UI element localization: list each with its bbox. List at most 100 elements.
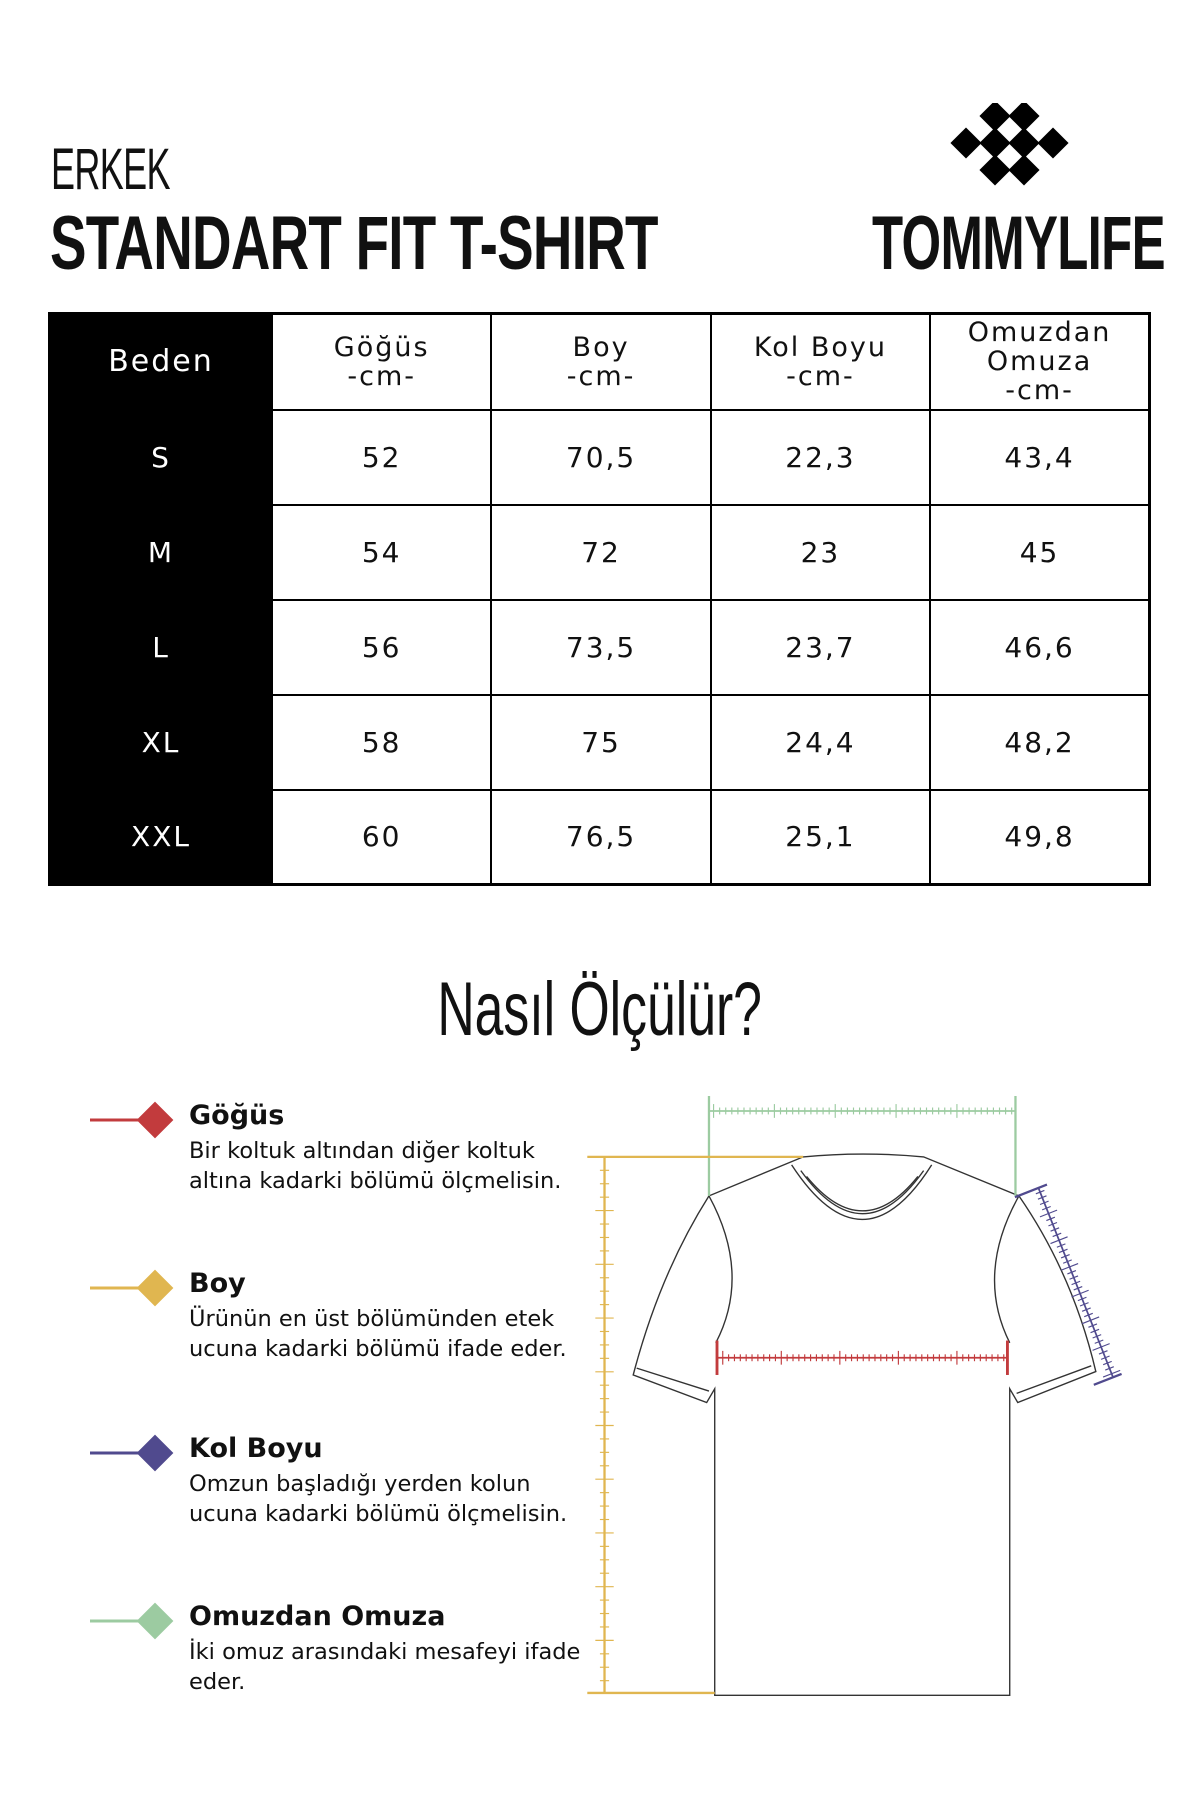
- table-row: M 54 72 23 45: [48, 503, 1151, 601]
- sleeve-tick: [1081, 1307, 1091, 1312]
- sleeve-tick: [1037, 1195, 1047, 1200]
- tshirt-outline: [632, 1153, 1097, 1696]
- legend-title: Göğüs: [189, 1100, 285, 1131]
- legend-title: Boy: [189, 1268, 246, 1299]
- header-unit: -cm-: [1005, 375, 1074, 407]
- cell-size: S: [48, 408, 273, 506]
- header-unit: -cm-: [786, 360, 855, 392]
- legend-diamond-icon: [90, 1269, 174, 1307]
- sleeve-tick: [1035, 1189, 1045, 1195]
- sleeve-cap-bottom: [1093, 1372, 1123, 1386]
- cell-length: 76,5: [490, 788, 712, 886]
- table-header-row: Beden Göğüs -cm- Boy -cm- Kol Boyu -cm- Omu…: [48, 312, 1151, 411]
- column-header-shoulder: Omuzdan Omuza -cm-: [929, 312, 1151, 411]
- sleeve-tick: [1102, 1360, 1112, 1366]
- header-unit: -cm-: [347, 360, 416, 392]
- cell-size: L: [48, 598, 273, 696]
- cell-length: 70,5: [490, 408, 712, 506]
- sleeve-tick: [1077, 1296, 1087, 1302]
- sleeve-tick: [1060, 1254, 1070, 1259]
- cell-length: 73,5: [490, 598, 712, 696]
- gender-label: ERKEK: [51, 137, 170, 202]
- cell-size: XXL: [48, 788, 273, 886]
- cell-sleeve: 25,1: [709, 788, 932, 886]
- sleeve-tick: [1081, 1316, 1100, 1325]
- sleeve-tick: [1039, 1200, 1049, 1206]
- table-row: S 52 70,5 22,3 43,4: [48, 408, 1151, 506]
- table-row: XXL 60 76,5 25,1 49,8: [48, 788, 1151, 886]
- legend-diamond-icon: [90, 1101, 174, 1139]
- cell-shoulder: 43,4: [929, 408, 1151, 506]
- legend-diamond-icon: [90, 1434, 174, 1472]
- legend-description: Omzun başladığı yerden kolun ucuna kadar…: [189, 1471, 568, 1527]
- sleeve-tick: [1079, 1302, 1089, 1307]
- sleeve-tick: [1102, 1369, 1121, 1378]
- sleeve-tick: [1100, 1355, 1110, 1360]
- legend-description: Ürünün en üst bölümünden etek ucuna kada…: [189, 1306, 567, 1362]
- sleeve-tick: [1105, 1366, 1115, 1371]
- cell-size: M: [48, 503, 273, 601]
- sleeve-tick: [1071, 1289, 1089, 1298]
- sleeve-tick: [1062, 1259, 1072, 1264]
- sleeve-tick: [1088, 1323, 1098, 1328]
- cell-chest: 56: [270, 598, 493, 696]
- size-table: Beden Göğüs -cm- Boy -cm- Kol Boyu -cm- Omu…: [48, 312, 1151, 886]
- header-label: Omuzdan Omuza: [967, 317, 1112, 378]
- cell-chest: 60: [270, 788, 493, 886]
- cell-chest: 52: [270, 408, 493, 506]
- sleeve-tick: [1050, 1236, 1068, 1245]
- legend-title: Kol Boyu: [189, 1433, 323, 1464]
- column-header-sleeve: Kol Boyu -cm-: [709, 312, 932, 411]
- cell-length: 72: [490, 503, 712, 601]
- sleeve-tick: [1092, 1343, 1110, 1351]
- sleeve-tick: [1090, 1328, 1100, 1334]
- sleeve-tick: [1067, 1270, 1077, 1275]
- column-header-length: Boy -cm-: [490, 312, 712, 411]
- sleeve-tick: [1056, 1243, 1066, 1248]
- header-unit: -cm-: [566, 360, 636, 392]
- sleeve-tick: [1071, 1280, 1081, 1286]
- cell-size: XL: [48, 693, 273, 791]
- header-label: Kol Boyu: [753, 331, 887, 363]
- cell-shoulder: 49,8: [929, 788, 1151, 886]
- cell-chest: 58: [270, 693, 493, 791]
- cell-sleeve: 23: [709, 503, 932, 601]
- legend-description: Bir koltuk altından diğer koltuk altına …: [189, 1138, 562, 1194]
- legend-title: Omuzdan Omuza: [189, 1601, 446, 1632]
- column-header-chest: Göğüs -cm-: [270, 312, 493, 411]
- sleeve-tick: [1041, 1205, 1051, 1211]
- diamond-cluster-icon: [950, 103, 1069, 186]
- cell-length: 75: [490, 693, 712, 791]
- sleeve-tick: [1098, 1350, 1108, 1355]
- cell-sleeve: 24,4: [709, 693, 932, 791]
- sleeve-tick: [1060, 1263, 1079, 1271]
- table-row: L 56 73,5 23,7 46,6: [48, 598, 1151, 696]
- cell-shoulder: 48,2: [929, 693, 1151, 791]
- sleeve-tick: [1073, 1286, 1083, 1291]
- header-label: Göğüs: [333, 331, 430, 363]
- how-to-measure-heading: Nasıl Ölçülür?: [0, 966, 1200, 1053]
- sleeve-tick: [1046, 1216, 1056, 1222]
- brand-logo: TOMMYLIFE: [872, 201, 1166, 286]
- sleeve-tick: [1052, 1232, 1062, 1238]
- cell-sleeve: 23,7: [709, 598, 932, 696]
- sleeve-tick: [1048, 1221, 1058, 1227]
- table-row: XL 58 75 24,4 48,2: [48, 693, 1151, 791]
- sleeve-tick: [1084, 1312, 1093, 1318]
- cell-shoulder: 46,6: [929, 598, 1151, 696]
- cell-shoulder: 45: [929, 503, 1151, 601]
- legend-description: İki omuz arasındaki mesafeyi ifade eder.: [189, 1639, 581, 1695]
- sleeve-tick: [1039, 1209, 1058, 1218]
- sleeve-tick: [1058, 1248, 1068, 1254]
- header-label: Boy: [572, 331, 630, 363]
- column-header-size: Beden: [48, 312, 273, 411]
- sleeve-tick: [1094, 1339, 1104, 1344]
- sleeve-cap-top: [1014, 1183, 1048, 1199]
- legend-diamond-icon: [90, 1602, 174, 1640]
- how-to-measure-title: Nasıl Ölçülür?: [437, 967, 763, 1052]
- sleeve-tick: [1069, 1275, 1079, 1280]
- cell-chest: 54: [270, 503, 493, 601]
- cell-sleeve: 22,3: [709, 408, 932, 506]
- tshirt-measurement-diagram: [587, 1096, 1123, 1696]
- sleeve-tick: [1092, 1334, 1102, 1339]
